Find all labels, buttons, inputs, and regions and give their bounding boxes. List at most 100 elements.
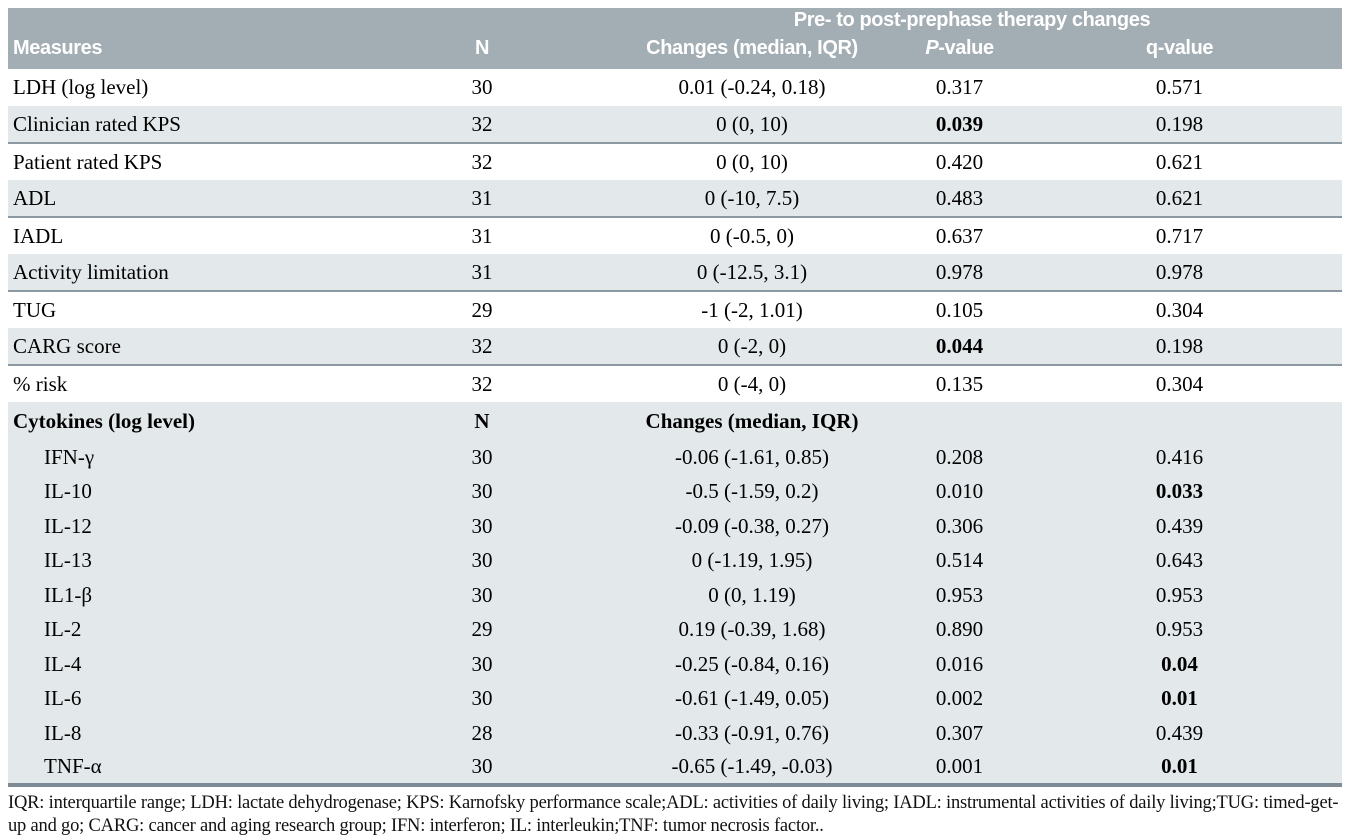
q-value: 0.416 (1017, 440, 1343, 475)
q-value: 0.304 (1155, 371, 1204, 396)
table-row: ADL 31 0 (-10, 7.5) 0.483 0.621 (8, 180, 1343, 218)
changes-value: -0.5 (-1.59, 0.2) (602, 474, 902, 509)
table-row: % risk 32 0 (-4, 0) 0.135 0.304 (8, 365, 1342, 402)
changes-value: 0.19 (-0.39, 1.68) (602, 612, 902, 647)
changes-value: -0.06 (-1.61, 0.85) (602, 440, 902, 475)
measure-label: ADL (8, 180, 362, 218)
cytokines-header-row: Cytokines (log level) N Changes (median,… (8, 402, 1343, 440)
cytokines-n-label: N (362, 402, 602, 440)
changes-value: 0.01 (-0.24, 0.18) (678, 75, 826, 99)
measure-label: TUG (13, 297, 57, 322)
p-value: 0.317 (935, 75, 984, 99)
p-value: 0.016 (902, 647, 1017, 682)
p-value: 0.044 (902, 328, 1017, 366)
table-row: IL-13 30 0 (-1.19, 1.95) 0.514 0.643 (8, 543, 1343, 578)
n-value: 31 (471, 223, 493, 248)
n-value: 32 (471, 149, 493, 174)
q-value: 0.717 (1155, 223, 1204, 248)
measure-label: % risk (13, 371, 68, 396)
changes-value: 0 (0, 10) (716, 149, 788, 174)
pvalue-italic-p: P (925, 37, 939, 59)
cytokines-section: IFN-γ 30 -0.06 (-1.61, 0.85) 0.208 0.416 IL-1… (8, 440, 1343, 787)
span-header-row: Pre- to post-prephase therapy changes (8, 8, 1343, 32)
n-value: 30 (362, 509, 602, 544)
q-value: 0.198 (1017, 328, 1343, 366)
table-row: IL-12 30 -0.09 (-0.38, 0.27) 0.306 0.439 (8, 509, 1343, 544)
empty-cell (902, 402, 1017, 440)
p-value: 0.002 (902, 681, 1017, 716)
span-header: Pre- to post-prephase therapy changes (602, 8, 1343, 32)
table-row: CARG score 32 0 (-2, 0) 0.044 0.198 (8, 328, 1343, 366)
q-value: 0.01 (1017, 681, 1343, 716)
changes-value: 0 (-12.5, 3.1) (602, 254, 902, 292)
measures-section: LDH (log level) 30 0.01 (-0.24, 0.18) 0.317… (8, 69, 1343, 402)
table-row: Patient rated KPS 32 0 (0, 10) 0.420 0.621 (8, 143, 1342, 180)
p-value: 0.307 (902, 716, 1017, 751)
span-header-spacer (8, 8, 362, 32)
table-row: Activity limitation 31 0 (-12.5, 3.1) 0.978… (8, 254, 1343, 292)
q-value: 0.571 (1155, 75, 1204, 99)
n-value: 32 (362, 106, 602, 144)
table-figure: Pre- to post-prephase therapy changes Me… (8, 8, 1343, 838)
changes-value: 0 (0, 10) (602, 106, 902, 144)
col-header-changes: Changes (median, IQR) (602, 32, 902, 69)
measure-label: IL1-β (8, 578, 362, 613)
n-value: 31 (362, 180, 602, 218)
changes-value: -1 (-2, 1.01) (701, 297, 803, 322)
measure-label: IL-8 (8, 716, 362, 751)
q-value: 0.978 (1017, 254, 1343, 292)
p-value: 0.483 (902, 180, 1017, 218)
changes-value: 0 (-4, 0) (717, 371, 787, 396)
measure-label: IL-13 (8, 543, 362, 578)
col-header-qvalue: q-value (1017, 32, 1343, 69)
q-value: 0.033 (1017, 474, 1343, 509)
p-value: 0.514 (902, 543, 1017, 578)
p-value: 0.420 (935, 149, 984, 174)
cytokines-changes-label: Changes (median, IQR) (602, 402, 902, 440)
changes-value: 0 (-1.19, 1.95) (602, 543, 902, 578)
q-value: 0.439 (1017, 509, 1343, 544)
q-value: 0.439 (1017, 716, 1343, 751)
changes-value: -0.33 (-0.91, 0.76) (602, 716, 902, 751)
changes-value: 0 (0, 1.19) (602, 578, 902, 613)
footnote: IQR: interquartile range; LDH: lactate d… (8, 793, 1339, 836)
col-header-measures: Measures (8, 32, 362, 69)
q-value: 0.04 (1017, 647, 1343, 682)
p-value: 0.637 (935, 223, 984, 248)
col-header-n: N (362, 32, 602, 69)
q-value: 0.198 (1017, 106, 1343, 144)
table-row: IL-10 30 -0.5 (-1.59, 0.2) 0.010 0.033 (8, 474, 1343, 509)
table-row: IL-6 30 -0.61 (-1.49, 0.05) 0.002 0.01 (8, 681, 1343, 716)
changes-value: -0.25 (-0.84, 0.16) (602, 647, 902, 682)
column-header-row: Measures N Changes (median, IQR) P-value… (8, 32, 1343, 69)
p-value: 0.105 (935, 297, 984, 322)
measure-label: CARG score (8, 328, 362, 366)
cytokines-section-header: Cytokines (log level) N Changes (median,… (8, 402, 1343, 440)
measure-label: Patient rated KPS (13, 149, 163, 174)
table-row: IL-2 29 0.19 (-0.39, 1.68) 0.890 0.953 (8, 612, 1343, 647)
empty-cell (1017, 402, 1343, 440)
results-table: Pre- to post-prephase therapy changes Me… (8, 8, 1343, 787)
table-row: IFN-γ 30 -0.06 (-1.61, 0.85) 0.208 0.416 (8, 440, 1343, 475)
changes-value: 0 (-10, 7.5) (602, 180, 902, 218)
n-value: 32 (362, 328, 602, 366)
table-row: IL1-β 30 0 (0, 1.19) 0.953 0.953 (8, 578, 1343, 613)
n-value: 32 (471, 371, 493, 396)
changes-value: 0 (-0.5, 0) (710, 223, 794, 248)
n-value: 30 (362, 750, 602, 787)
q-value: 0.621 (1017, 180, 1343, 218)
measure-label: TNF-α (8, 750, 362, 787)
pvalue-rest: -value (938, 37, 994, 59)
changes-value: 0 (-2, 0) (602, 328, 902, 366)
p-value: 0.001 (902, 750, 1017, 787)
table-row: IL-8 28 -0.33 (-0.91, 0.76) 0.307 0.439 (8, 716, 1343, 751)
n-value: 30 (471, 75, 493, 99)
col-header-pvalue: P-value (902, 32, 1017, 69)
measure-label: IL-4 (8, 647, 362, 682)
n-value: 30 (362, 578, 602, 613)
measure-label: IFN-γ (8, 440, 362, 475)
n-value: 29 (471, 297, 493, 322)
changes-value: -0.09 (-0.38, 0.27) (602, 509, 902, 544)
table-row: LDH (log level) 30 0.01 (-0.24, 0.18) 0.317… (8, 69, 1342, 106)
measure-label: Clinician rated KPS (8, 106, 362, 144)
